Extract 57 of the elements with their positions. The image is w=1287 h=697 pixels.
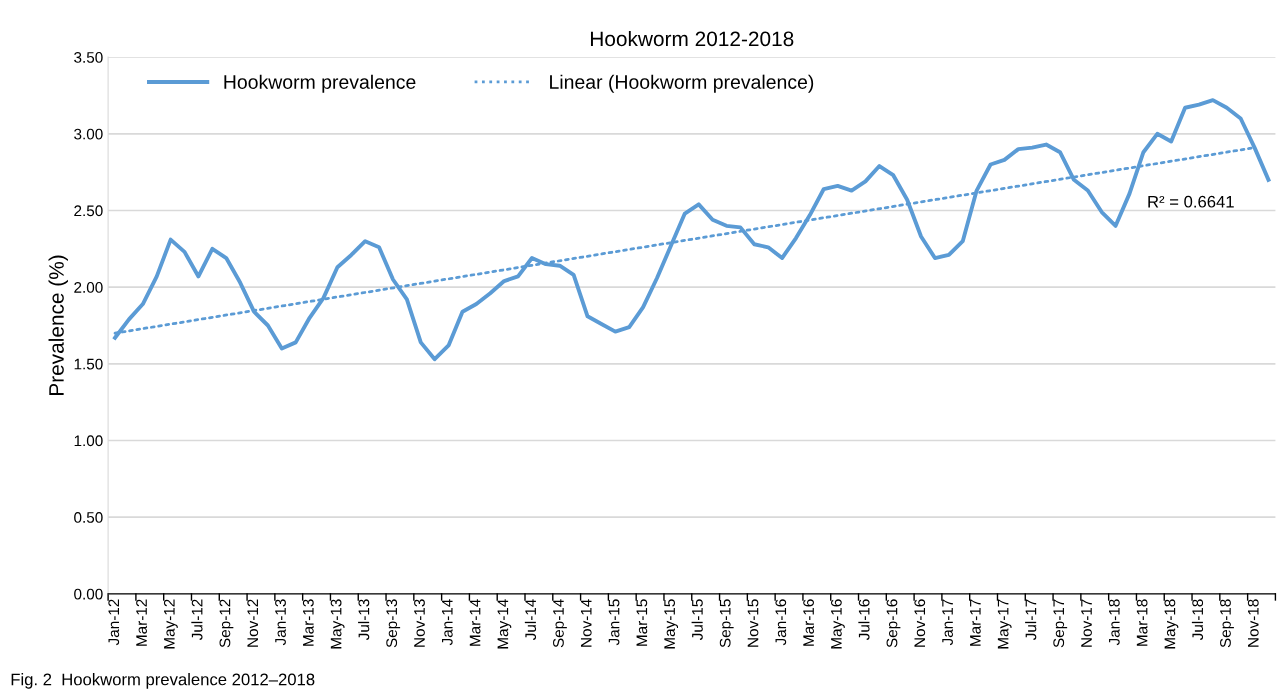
x-tick-label: Jan-17 (942, 599, 953, 646)
x-tick-label: Jan-15 (608, 599, 620, 646)
x-tick-label: Sep-17 (1053, 599, 1068, 648)
x-tick-label: Mar-14 (469, 599, 481, 646)
y-axis-title: Prevalence (%) (48, 255, 68, 395)
x-tick-label: Jul-16 (858, 599, 870, 641)
x-tick-label: Mar-12 (136, 599, 147, 646)
y-tick-label: 3.00 (74, 128, 103, 140)
x-tick-label: May-16 (830, 599, 845, 649)
x-tick-label: Nov-14 (580, 599, 592, 647)
x-tick-label: Mar-13 (302, 599, 314, 646)
x-tick-label: Sep-12 (219, 599, 234, 648)
x-tick-label: May-12 (163, 599, 178, 649)
x-tick-label: May-14 (497, 599, 512, 649)
x-tick-label: Jul-18 (1191, 599, 1204, 641)
x-tick-label: Sep-14 (553, 599, 567, 648)
y-tick-label: 2.50 (74, 205, 103, 217)
x-tick-label: Mar-16 (803, 599, 814, 646)
y-tick-label: 1.50 (74, 358, 103, 370)
x-tick-label: Jul-17 (1025, 599, 1037, 641)
x-tick-label: May-18 (1164, 599, 1179, 649)
x-tick-label: May-17 (997, 599, 1012, 649)
x-tick-label: Nov-15 (747, 599, 759, 647)
x-tick-label: Jan-18 (1108, 599, 1120, 646)
x-tick-label: Sep-15 (719, 599, 734, 648)
x-tick-label: Jul-14 (524, 599, 537, 641)
caption: Fig. 2 Hookworm prevalence 2012–2018 (11, 673, 315, 689)
x-tick-label: Jan-12 (108, 599, 120, 646)
x-tick-label: Sep-13 (386, 599, 401, 648)
x-tick-label: Jul-12 (191, 599, 203, 641)
x-tick-label: Jul-13 (358, 599, 370, 641)
chart-title: Hookworm 2012-2018 (590, 30, 794, 47)
y-tick-label: 1.00 (74, 435, 103, 447)
y-tick-label: 0.00 (74, 588, 103, 600)
x-tick-label: May-13 (330, 599, 345, 649)
y-tick-label: 0.50 (74, 512, 103, 523)
x-tick-label: Nov-18 (1247, 599, 1259, 647)
x-tick-label: Nov-16 (914, 599, 926, 647)
line-series (113, 98, 1271, 362)
x-tick-label: Mar-17 (970, 599, 981, 646)
legend-label: Hookworm prevalence (224, 74, 416, 93)
y-tick-label: 3.50 (74, 52, 103, 63)
x-tick-label: Jan-14 (442, 599, 453, 646)
x-tick-label: Jul-15 (691, 599, 703, 641)
x-tick-label: Nov-13 (414, 599, 425, 647)
x-tick-label: Nov-17 (1081, 599, 1092, 647)
x-tick-label: Mar-15 (636, 599, 648, 646)
x-tick-label: May-15 (664, 599, 679, 649)
y-tick-label: 2.00 (74, 282, 103, 293)
legend-label: Linear (Hookworm prevalence) (550, 74, 814, 93)
x-tick-label: Sep-18 (1220, 599, 1234, 648)
annotation: R² = 0.6641 (1148, 195, 1234, 208)
x-tick-label: Jan-16 (775, 599, 787, 646)
x-tick-label: Mar-18 (1136, 599, 1148, 646)
x-tick-label: Nov-12 (247, 599, 259, 647)
x-tick-label: Sep-16 (886, 599, 901, 648)
x-tick-label: Jan-13 (275, 599, 286, 646)
